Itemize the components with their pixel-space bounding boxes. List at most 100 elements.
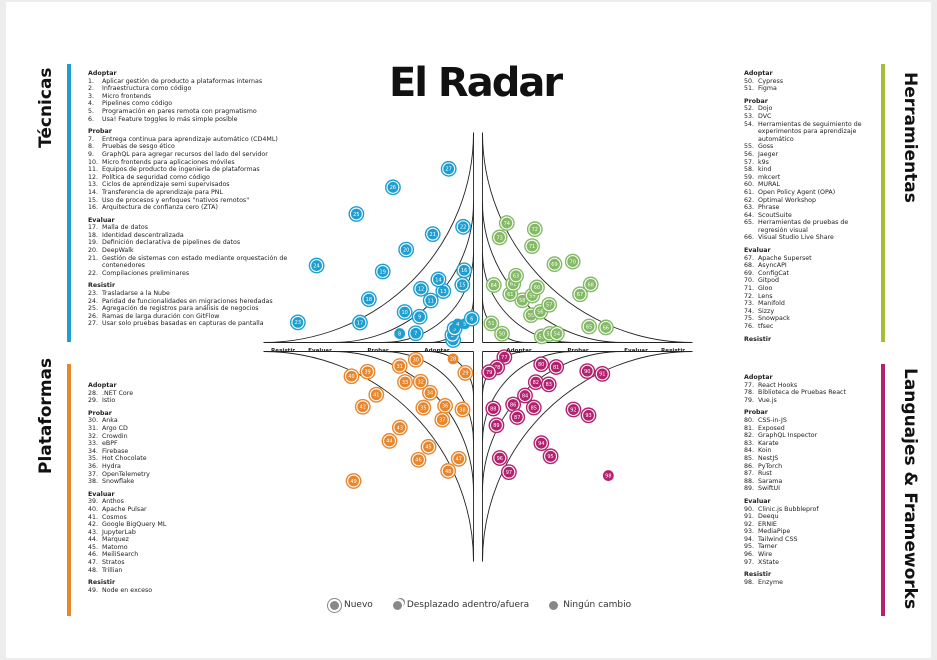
item-text: Agregación de registros para análisis de… — [102, 305, 259, 313]
list-item: 16. Arquitectura de confianza cero (ZTA) — [88, 204, 293, 212]
blip-number: 55 — [528, 313, 534, 319]
blip — [483, 366, 495, 378]
blip-number: 54 — [554, 331, 560, 337]
blip — [511, 411, 523, 423]
blip — [488, 279, 500, 291]
item-text: Hot Chocolate — [102, 455, 147, 463]
item-number: 96. — [744, 551, 755, 559]
item-number: 32. — [88, 432, 99, 440]
list-item: 12. Política de seguridad como código — [88, 174, 293, 182]
blip-number: 50 — [499, 332, 505, 338]
blip-number: 95 — [547, 454, 553, 460]
list-item: 21. Gestión de sistemas con estado median… — [88, 255, 293, 270]
item-text: Enzyme — [758, 578, 784, 586]
blip — [425, 295, 437, 306]
item-number: 67. — [744, 254, 755, 262]
item-number: 81. — [744, 424, 755, 432]
herramientas-blip-list: Adoptar 50. Cypress 51. Figma Probar 52. Dojo 53… — [744, 70, 874, 343]
list-item: 1. Aplicar gestión de producto a platafor… — [88, 78, 293, 86]
list-item: 88. Sarama — [744, 478, 874, 486]
blip-number: 90 — [584, 369, 590, 375]
item-text: Pruebas de sesgo ético — [102, 143, 175, 151]
tecnicas-color-bar — [67, 64, 71, 342]
ring-heading: Resistir — [744, 335, 772, 343]
moved-indicator-icon — [392, 600, 402, 610]
item-number: 29. — [88, 397, 99, 405]
item-number: 50. — [744, 77, 755, 85]
lenguajes-blip-list: Adoptar 77. React Hooks 78. Biblioteca de Pr… — [744, 374, 874, 586]
item-text: Identidad descentralizada — [102, 231, 184, 239]
ring-heading: Probar — [744, 97, 768, 105]
list-item: 61. Open Policy Agent (OPA) — [744, 189, 874, 197]
blip-number: 51 — [488, 321, 494, 327]
item-text: Manifold — [758, 300, 785, 308]
item-text: Herramientas de pruebas de regresión vis… — [758, 219, 849, 234]
blip-number: 36 — [442, 404, 448, 410]
item-number: 97. — [744, 558, 755, 566]
item-text: Compilaciones preliminares — [102, 269, 190, 277]
list-item: 95. Tamer — [744, 543, 874, 551]
blip — [519, 390, 531, 401]
ring-arc — [383, 351, 474, 442]
item-text: Exposed — [758, 424, 785, 432]
blip-number: 18 — [366, 297, 372, 303]
item-number: 13. — [88, 181, 99, 189]
blip — [494, 232, 506, 243]
blip — [457, 404, 468, 415]
item-number: 58. — [744, 166, 755, 174]
list-item: 25. Agregación de registros para análisis… — [88, 305, 293, 313]
blip — [531, 282, 543, 293]
list-item: 43. JupyterLab — [88, 529, 293, 537]
item-text: Deequ — [758, 513, 779, 521]
item-text: Uso de procesos y enfoques "nativos remo… — [102, 196, 250, 204]
ring-heading: Adoptar — [744, 70, 773, 77]
blip — [568, 404, 579, 415]
list-item: 19. Definición declarativa de pipelines d… — [88, 239, 293, 247]
blip — [394, 422, 406, 433]
item-text: PyTorch — [758, 462, 783, 470]
blip-number: 79 — [486, 370, 492, 376]
blip-number: 97 — [506, 470, 512, 476]
item-text: Istio — [102, 397, 116, 405]
item-text: NestJS — [758, 454, 779, 462]
blip-number: 87 — [514, 415, 520, 421]
list-item: 18. Identidad descentralizada — [88, 232, 293, 240]
blip — [491, 419, 502, 431]
list-item: 52. Dojo — [744, 105, 874, 113]
list-item: 22. Compilaciones preliminares — [88, 270, 293, 278]
ring-arc — [263, 132, 474, 343]
item-text: Tailwind CSS — [758, 535, 798, 543]
item-text: Transferencia de aprendizaje para PNL — [102, 188, 224, 196]
ring-label: Probar — [367, 348, 389, 354]
list-item: 41. Cosmos — [88, 514, 293, 522]
item-number: 78. — [744, 389, 755, 397]
blip — [600, 322, 612, 333]
item-text: Arquitectura de confianza cero (ZTA) — [102, 204, 218, 212]
list-item: 48. Trillian — [88, 567, 293, 575]
blip-number: 41 — [373, 393, 379, 399]
blip-number: 24 — [313, 263, 319, 269]
item-number: 21. — [88, 254, 99, 262]
item-text: Gestión de sistemas con estado mediante … — [102, 254, 288, 270]
item-text: Karate — [758, 439, 779, 447]
blip — [530, 376, 542, 388]
item-number: 69. — [744, 269, 755, 277]
item-number: 65. — [744, 219, 755, 227]
blip-number: 78 — [494, 365, 500, 371]
blip-number: 59 — [529, 293, 535, 299]
list-item: 82. GraphQL Inspector — [744, 432, 874, 440]
item-number: 64. — [744, 211, 755, 219]
blip-number: 63 — [513, 274, 519, 280]
list-item: 66. Visual Studio Live Share — [744, 234, 874, 242]
blip — [581, 365, 593, 377]
item-number: 23. — [88, 290, 99, 298]
blip-number: 61 — [507, 292, 513, 298]
blip-number: 83 — [546, 382, 552, 388]
blip — [535, 437, 547, 449]
list-item: 90. Clinic.js Bubbleprof — [744, 506, 874, 514]
blip-number: 12 — [418, 287, 424, 293]
item-number: 95. — [744, 543, 755, 551]
new-indicator-icon — [330, 600, 339, 610]
blip-number: 38 — [459, 407, 465, 413]
item-number: 79. — [744, 396, 755, 404]
